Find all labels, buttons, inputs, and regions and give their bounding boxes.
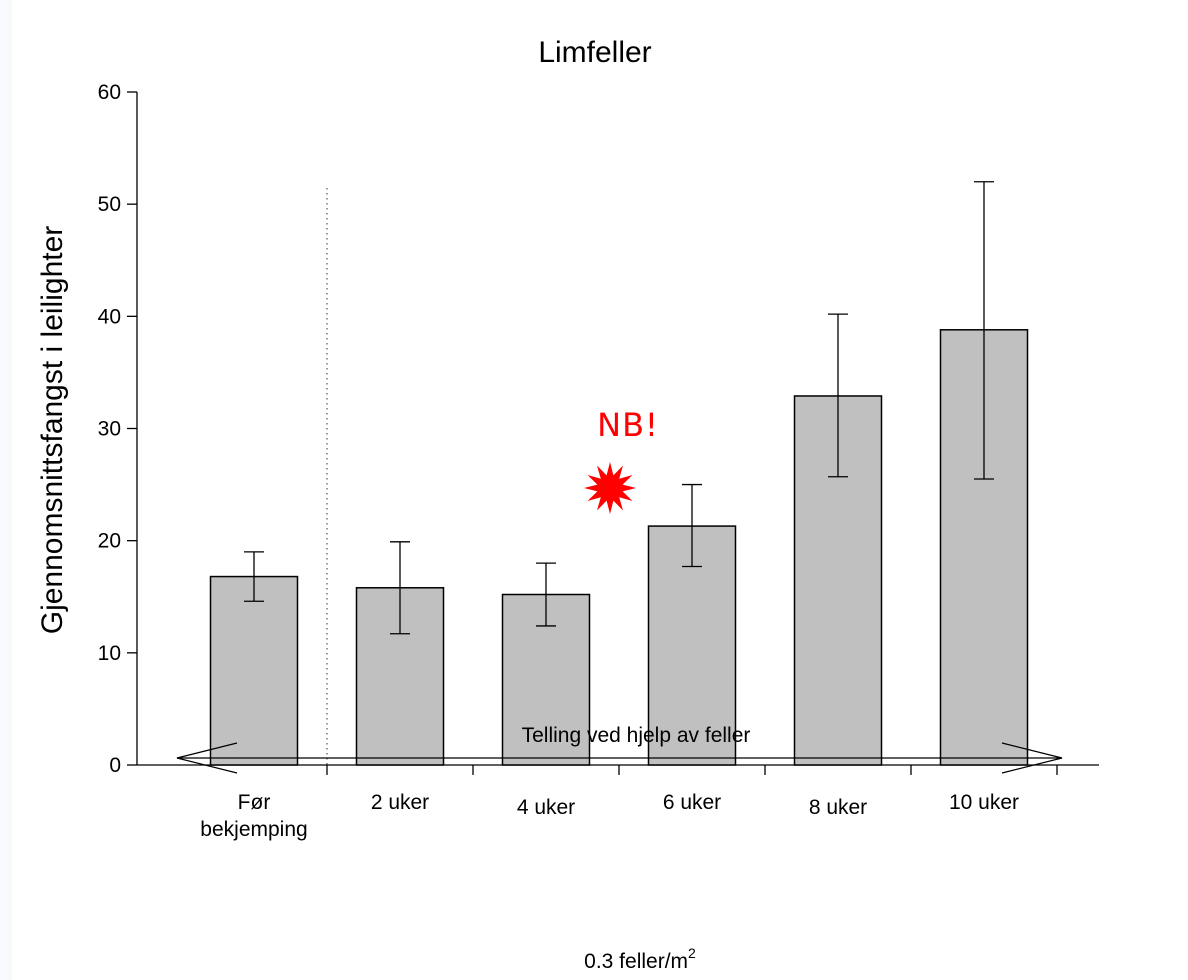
density-label: 0.3 feller/m2	[584, 945, 696, 973]
category-label: 4 uker	[517, 796, 575, 819]
category-label: 2 uker	[371, 791, 429, 814]
category-label-line: Før	[238, 791, 271, 814]
chart-canvas: Limfeller Gjennomsnittsfangst i leilight…	[12, 0, 1188, 980]
double-arrow-icon	[176, 742, 1063, 774]
category-label-line: 2 uker	[371, 791, 429, 814]
density-label-sup: 2	[688, 945, 696, 961]
y-tick-label: 10	[98, 642, 121, 665]
category-label: 6 uker	[663, 791, 721, 814]
bar-chart: Limfeller Gjennomsnittsfangst i leilight…	[36, 36, 1099, 973]
category-label: Før bekjemping	[200, 791, 307, 841]
x-ticks	[326, 765, 1058, 775]
y-tick-label: 50	[98, 193, 121, 216]
category-label-line: 6 uker	[663, 791, 721, 814]
y-ticks: 0 10 20 30 40 50 60	[98, 81, 137, 777]
y-tick-label: 20	[98, 530, 121, 553]
y-tick-label: 30	[98, 418, 121, 441]
starburst-icon	[584, 462, 636, 514]
bars	[209, 329, 1029, 766]
y-tick-label: 60	[98, 81, 121, 104]
x-labels: Før bekjemping 2 uker 4 uker 6 uker 8 uker 10 …	[200, 791, 1019, 841]
bar	[209, 575, 299, 766]
category-label: 10 uker	[949, 791, 1019, 814]
y-axis-title: Gjennomsnittsfangst i leilighter	[36, 226, 69, 635]
category-label-line: 4 uker	[517, 796, 575, 819]
error-bars	[244, 181, 994, 635]
nb-annotation: NB!	[597, 406, 659, 444]
chart-title: Limfeller	[538, 36, 651, 69]
category-label-line: 10 uker	[949, 791, 1019, 814]
y-tick-label: 0	[109, 754, 121, 777]
category-label-line: 8 uker	[809, 796, 867, 819]
category-label: 8 uker	[809, 796, 867, 819]
span-label: Telling ved hjelp av feller	[522, 724, 751, 747]
category-label-line: bekjemping	[200, 818, 307, 841]
y-tick-label: 40	[98, 305, 121, 328]
density-label-text: 0.3 feller/m	[584, 950, 688, 973]
